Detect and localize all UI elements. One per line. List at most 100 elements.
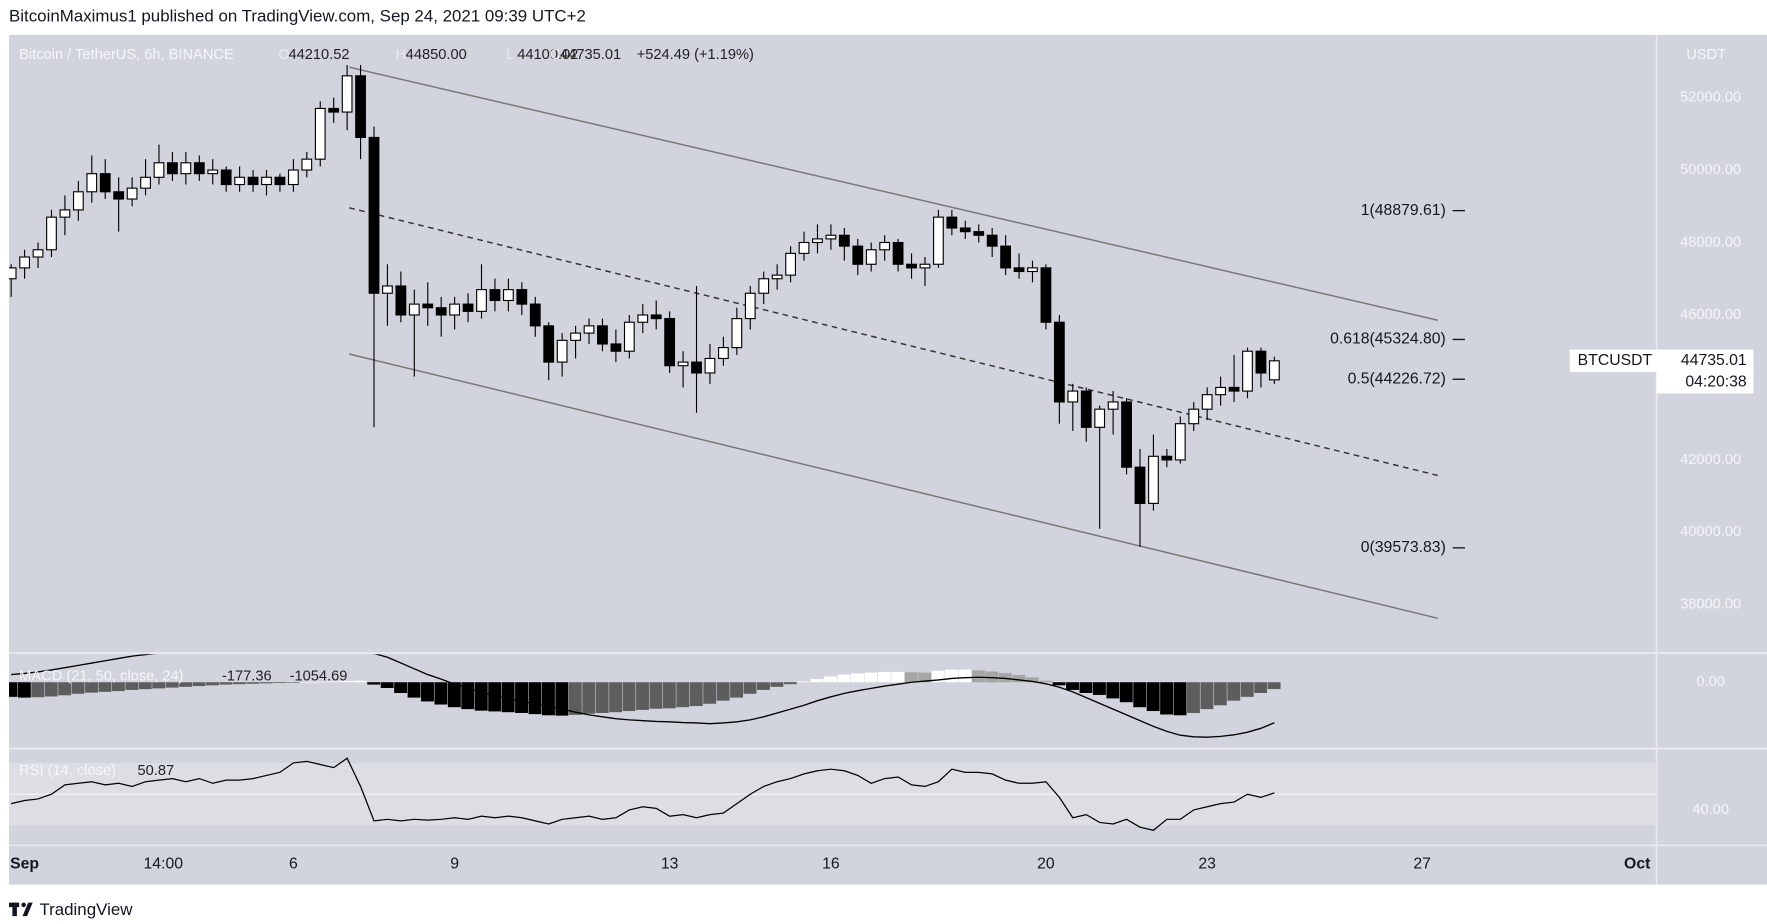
- publisher-line: BitcoinMaximus1 published on TradingView…: [9, 6, 586, 25]
- candle-body: [731, 318, 743, 349]
- macd-histogram-bar: [810, 679, 824, 683]
- macd-histogram-bar: [945, 669, 959, 683]
- candle-body: [126, 187, 138, 200]
- candle-body: [314, 107, 326, 160]
- last-price-tag: [1656, 349, 1754, 394]
- macd-histogram-bar: [595, 682, 609, 713]
- macd-histogram-bar: [219, 682, 233, 685]
- macd-histogram-bar: [743, 682, 757, 694]
- rsi-value: 50.87: [137, 763, 174, 779]
- candle-body: [261, 176, 272, 186]
- logo-slash: [22, 902, 33, 917]
- macd-histogram-bar: [394, 682, 408, 693]
- x-tick-label: 20: [1037, 856, 1055, 873]
- macd-histogram-bar: [31, 682, 45, 698]
- ohlc-legend-item: O: [278, 47, 289, 63]
- macd-histogram-bar: [918, 672, 932, 683]
- macd-histogram-bar: [111, 682, 125, 692]
- x-tick-label: Sep: [10, 856, 39, 873]
- ohlc-legend-item: L: [506, 47, 514, 63]
- macd-histogram-bar: [232, 682, 246, 685]
- candle-body: [234, 176, 246, 186]
- candle-body: [1000, 245, 1012, 269]
- last-price-label: 44735.01: [1681, 352, 1747, 369]
- candle-body: [301, 158, 313, 171]
- macd-histogram-bar: [165, 682, 179, 688]
- macd-histogram-bar: [783, 682, 797, 685]
- candle-body: [207, 169, 219, 175]
- candle-body: [341, 75, 353, 113]
- logo-stem: [12, 902, 17, 917]
- macd-histogram-bar: [528, 682, 542, 715]
- macd-histogram-bar: [98, 682, 112, 692]
- macd-histogram-bar: [138, 682, 152, 690]
- macd-histogram-bar: [1240, 682, 1254, 697]
- candle-body: [516, 289, 528, 305]
- candle-body: [959, 227, 971, 233]
- ohlc-legend-item: 44100.02: [517, 47, 578, 63]
- overlay: 1(48879.61) 0.618(45324.80) 0.5(44226.72) 0…: [10, 47, 1754, 873]
- macd-histogram-bar: [689, 682, 703, 707]
- macd-histogram-bar: [636, 682, 649, 710]
- candle-body: [933, 216, 944, 265]
- macd-histogram-bar: [1052, 682, 1066, 686]
- macd-histogram-bar: [1079, 682, 1093, 693]
- candle-body: [597, 325, 608, 345]
- symbol-tag: [1569, 349, 1657, 373]
- candle-body: [1040, 267, 1052, 323]
- macd-histogram-bar: [367, 682, 381, 685]
- macd-histogram-bar: [985, 671, 999, 683]
- candle-body: [1201, 394, 1213, 410]
- macd-histogram-bar: [1200, 682, 1214, 710]
- macd-histogram-bar: [192, 682, 206, 687]
- candle-body: [1067, 390, 1079, 403]
- fib-label: 0.5(44226.72): [1348, 370, 1446, 387]
- x-tick-label: 6: [289, 856, 298, 873]
- macd-histogram-bar: [1173, 682, 1187, 716]
- candle-body: [1255, 350, 1267, 374]
- candle-body: [368, 136, 380, 294]
- macd-histogram-bar: [17, 682, 31, 698]
- y-tick-label: 40.00: [1692, 802, 1729, 818]
- symbol-title: Bitcoin / TetherUS, 6h, BINANCE: [19, 47, 234, 63]
- macd-histogram-bar: [286, 682, 300, 683]
- candle-body: [1107, 401, 1119, 410]
- channel-line: [349, 66, 1438, 321]
- candle-body: [986, 234, 998, 247]
- candle-body: [395, 285, 407, 316]
- macd-histogram-bar: [931, 670, 945, 683]
- macd-histogram-bar: [582, 682, 596, 714]
- ohlc-legend-item: 44850.00: [406, 47, 467, 63]
- candle-body: [1188, 408, 1200, 425]
- rsi-title: RSI (14, close): [19, 763, 116, 779]
- candle-body: [32, 249, 44, 258]
- candle-body: [691, 361, 702, 374]
- macd-histogram-bar: [1227, 682, 1241, 701]
- y-tick-label: 50000.00: [1680, 162, 1741, 178]
- macd-histogram-bar: [730, 682, 744, 698]
- macd-histogram-bar: [998, 673, 1012, 683]
- candle-body: [1148, 455, 1159, 504]
- y-tick-label: 0.00: [1696, 674, 1725, 690]
- macd-histogram-bar: [380, 682, 394, 689]
- macd-histogram-bar: [1267, 682, 1281, 690]
- candle-body: [973, 231, 985, 236]
- candle-body: [758, 278, 770, 294]
- macd-histogram-bar: [1012, 674, 1026, 683]
- candle-body: [462, 303, 474, 312]
- macd-histogram-bar: [555, 682, 569, 716]
- candle-body: [435, 307, 447, 316]
- macd-histogram-bar: [9, 682, 18, 697]
- macd-histogram-bar: [1092, 682, 1106, 695]
- candle-body: [46, 216, 57, 251]
- macd-histogram-bar: [1039, 680, 1053, 683]
- candle-body: [879, 241, 891, 251]
- y-tick-label: 42000.00: [1680, 452, 1741, 468]
- candle-body: [543, 325, 555, 363]
- y-tick-label: 40000.00: [1680, 524, 1741, 540]
- candle-body: [408, 303, 420, 316]
- y-tick-label: 38000.00: [1680, 597, 1741, 613]
- macd-histogram-bar: [1133, 682, 1147, 708]
- macd-title: MACD (21, 50, close, 24): [19, 669, 183, 685]
